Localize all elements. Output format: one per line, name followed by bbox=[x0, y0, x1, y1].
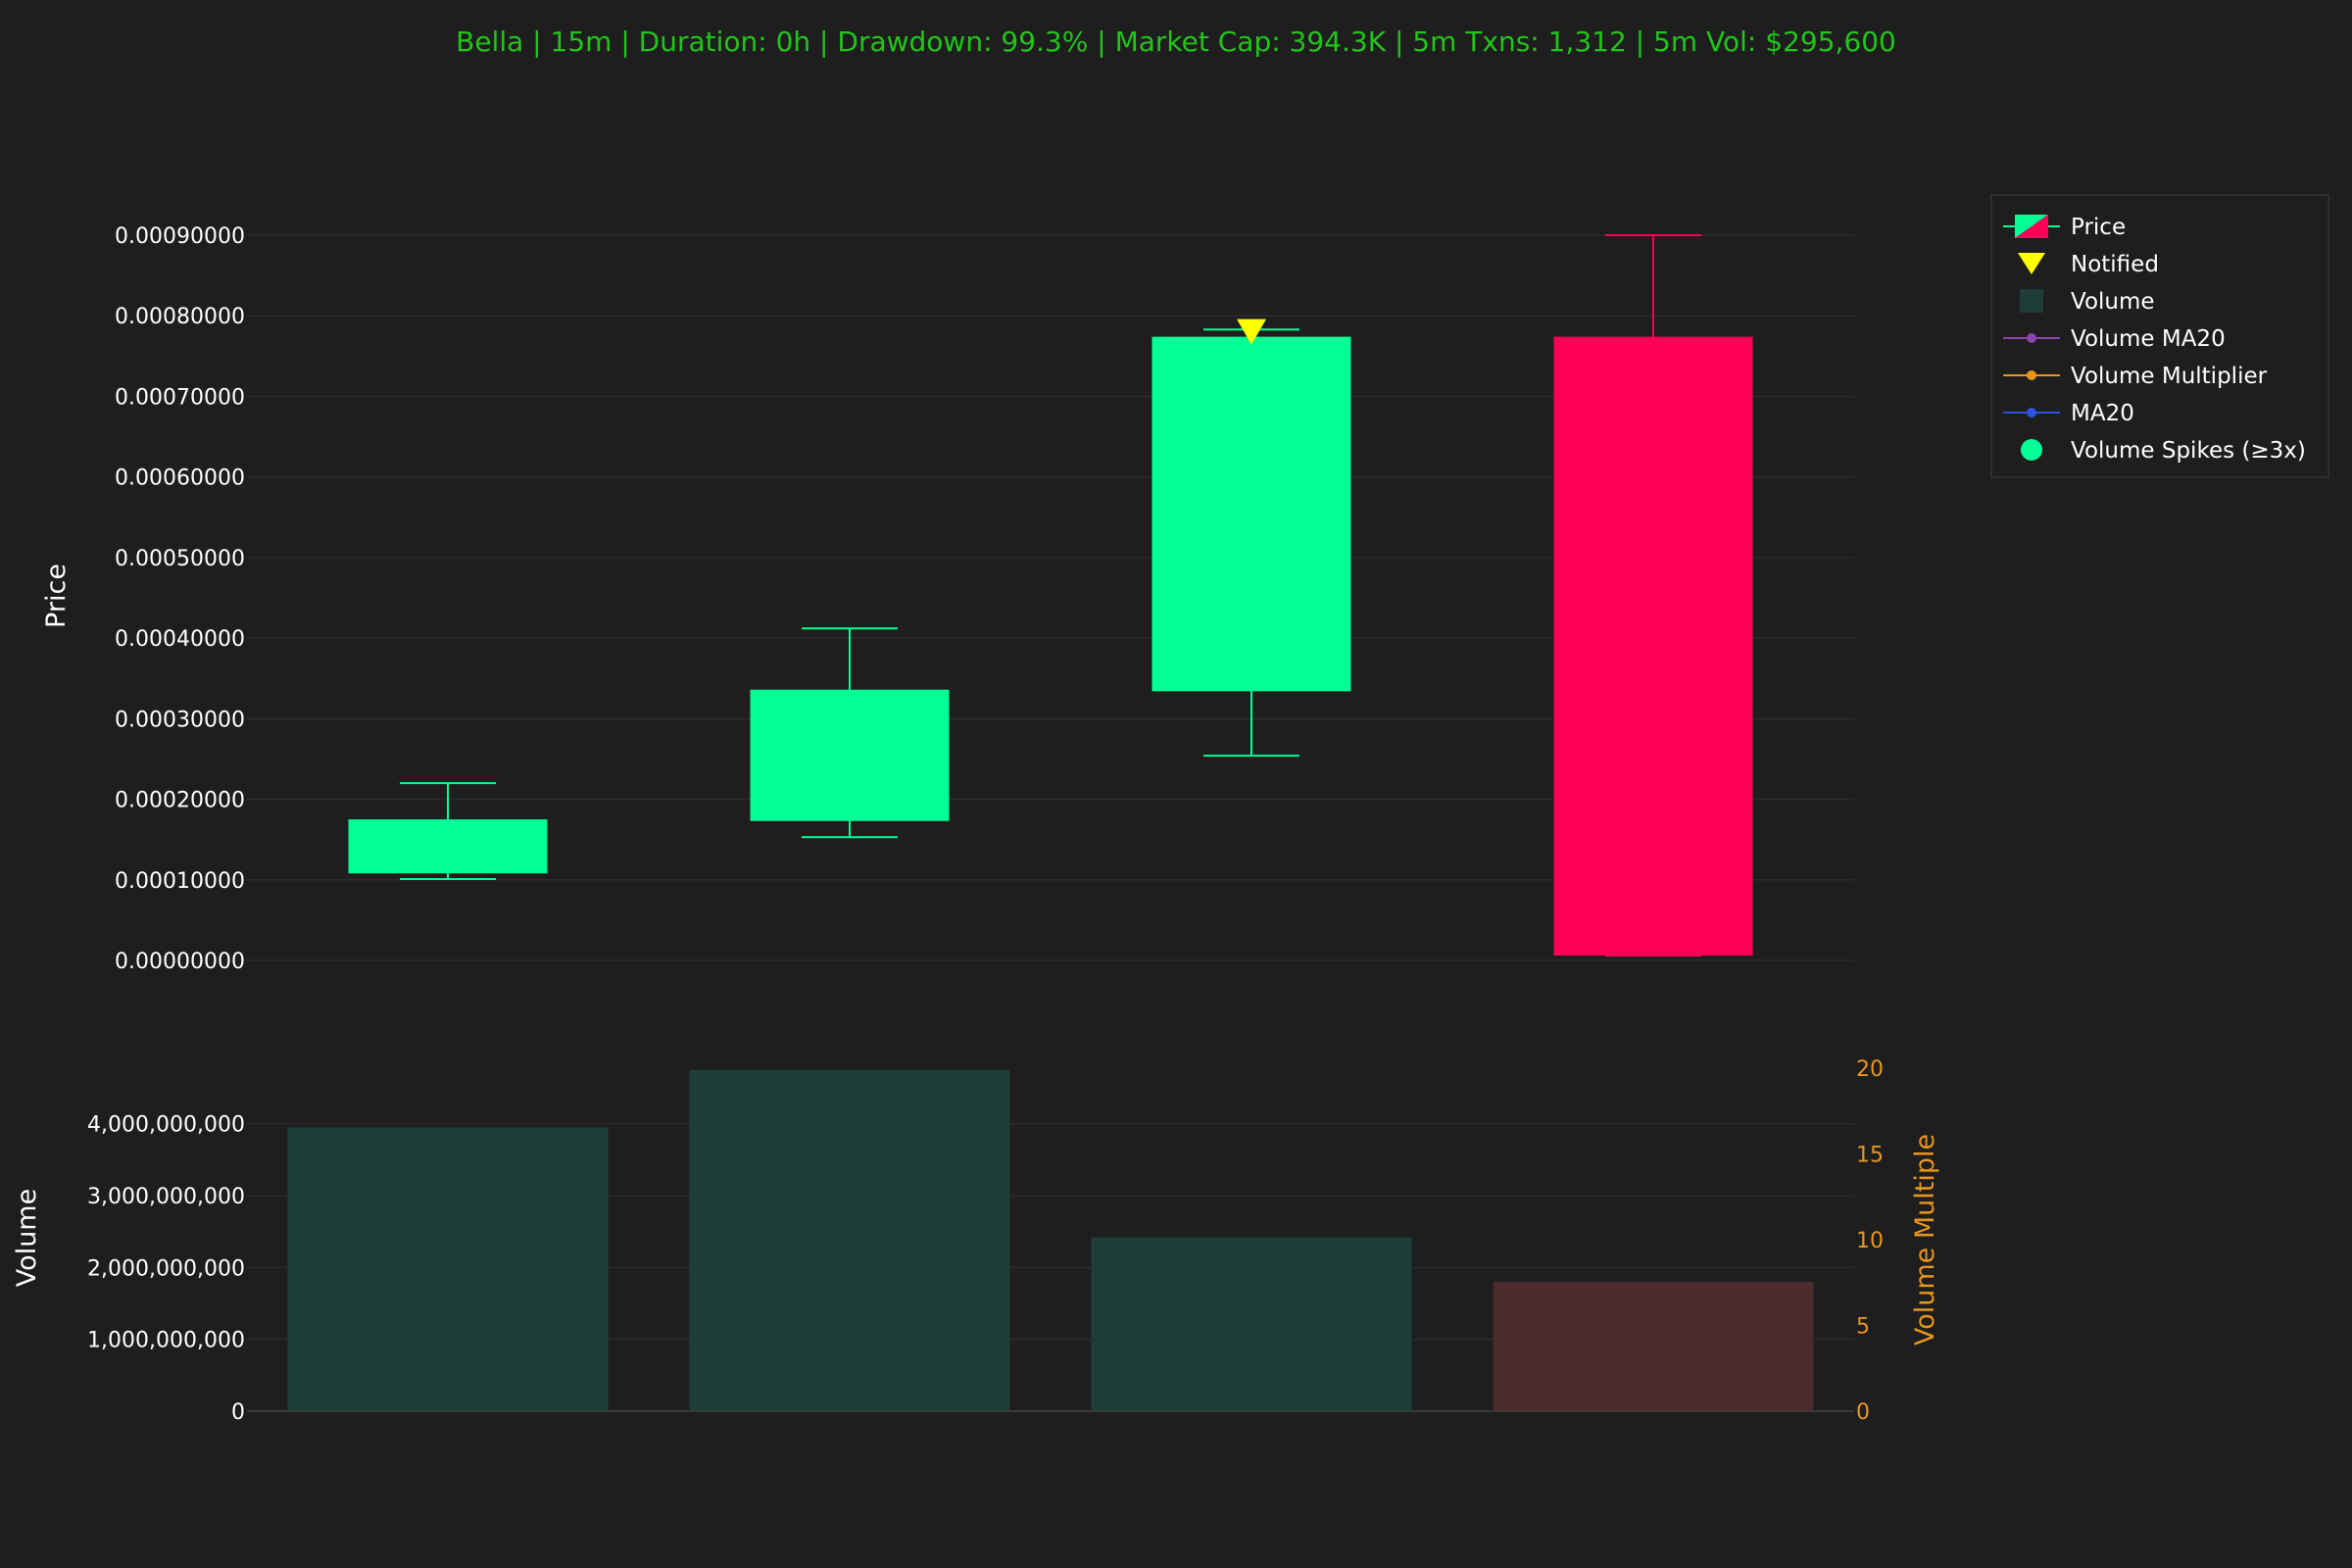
legend-price-down-swatch bbox=[2015, 215, 2048, 238]
volume-bar-2 bbox=[689, 1069, 1010, 1411]
notified-markers bbox=[1237, 318, 1266, 345]
candle-1 bbox=[348, 782, 548, 880]
price-grid bbox=[247, 234, 1854, 961]
multiplier-tick-label: 10 bbox=[1856, 1229, 1884, 1253]
price-tick-label: 0.00030000 bbox=[115, 708, 245, 732]
legend-entry: MA20 bbox=[2003, 401, 2134, 426]
volume-bar-3 bbox=[1091, 1237, 1412, 1411]
legend-notified-marker bbox=[2018, 253, 2045, 274]
multiplier-tick-label: 5 bbox=[1856, 1315, 1870, 1340]
candles bbox=[348, 234, 1753, 957]
volume-tick-label: 3,000,000,000 bbox=[87, 1185, 245, 1209]
multiplier-axis-label: Volume Multiple bbox=[1910, 1134, 1940, 1346]
legend-entry: Volume Multiplier bbox=[2003, 364, 2268, 389]
volume-bars bbox=[287, 1069, 1814, 1411]
price-tick-label: 0.00010000 bbox=[115, 869, 245, 894]
volume-bar-4 bbox=[1493, 1282, 1814, 1411]
price-tick-label: 0.00020000 bbox=[115, 789, 245, 813]
price-tick-label: 0.00060000 bbox=[115, 466, 245, 491]
price-tick-label: 0.00050000 bbox=[115, 547, 245, 571]
legend-label: Volume MA20 bbox=[2071, 326, 2226, 352]
legend-entry: Volume MA20 bbox=[2003, 326, 2226, 352]
volume-axis-label: Volume bbox=[12, 1189, 42, 1287]
legend-entry: Volume bbox=[2020, 289, 2155, 315]
legend-volume-swatch bbox=[2020, 289, 2043, 313]
legend-entry: Price bbox=[2003, 215, 2126, 240]
legend-line-dot bbox=[2027, 333, 2036, 343]
legend: Price Notified Volume Volume MA20 Volume Mul… bbox=[1990, 194, 2329, 478]
candle-3 bbox=[1152, 328, 1351, 758]
legend-frame bbox=[1990, 194, 2329, 478]
volume-tick-label: 0 bbox=[231, 1400, 245, 1425]
candle-2 bbox=[750, 627, 950, 839]
legend-entry: Volume Spikes (≥3x) bbox=[2021, 438, 2306, 464]
candle-body bbox=[1553, 336, 1753, 956]
multiplier-tick-label: 15 bbox=[1856, 1144, 1884, 1168]
price-tick-label: 0.00000000 bbox=[115, 950, 245, 974]
legend-label: Price bbox=[2071, 215, 2126, 240]
chart-title: Bella | 15m | Duration: 0h | Drawdown: 9… bbox=[456, 25, 1896, 58]
multiplier-axis-ticks: 0 5 10 15 20 bbox=[1856, 1057, 1884, 1425]
volume-bar-1 bbox=[287, 1127, 609, 1411]
volume-axis-ticks: 0 1,000,000,000 2,000,000,000 3,000,000,000… bbox=[87, 1113, 245, 1425]
candle-body bbox=[348, 819, 548, 874]
legend-spike-marker bbox=[2021, 439, 2042, 461]
multiplier-tick-label: 20 bbox=[1856, 1057, 1884, 1082]
multiplier-tick-label: 0 bbox=[1856, 1400, 1870, 1425]
candle-body bbox=[1152, 336, 1351, 692]
volume-tick-label: 2,000,000,000 bbox=[87, 1256, 245, 1281]
notified-marker bbox=[1237, 318, 1266, 345]
legend-label: Volume Spikes (≥3x) bbox=[2071, 438, 2306, 464]
legend-label: MA20 bbox=[2071, 401, 2134, 426]
volume-tick-label: 1,000,000,000 bbox=[87, 1329, 245, 1353]
legend-label: Notified bbox=[2071, 252, 2159, 277]
candle-4 bbox=[1553, 234, 1753, 957]
legend-line-dot bbox=[2027, 370, 2036, 380]
price-tick-label: 0.00070000 bbox=[115, 385, 245, 410]
legend-label: Volume Multiplier bbox=[2071, 364, 2268, 389]
legend-line-dot bbox=[2027, 408, 2036, 417]
price-tick-label: 0.00040000 bbox=[115, 627, 245, 652]
legend-label: Volume bbox=[2071, 289, 2155, 315]
price-tick-label: 0.00090000 bbox=[115, 224, 245, 249]
price-axis-ticks: 0.00000000 0.00010000 0.00020000 0.00030000… bbox=[115, 224, 245, 974]
price-axis-label: Price bbox=[41, 564, 72, 628]
volume-tick-label: 4,000,000,000 bbox=[87, 1113, 245, 1138]
legend-entry: Notified bbox=[2018, 252, 2159, 277]
candle-body bbox=[750, 689, 950, 821]
price-tick-label: 0.00080000 bbox=[115, 305, 245, 329]
